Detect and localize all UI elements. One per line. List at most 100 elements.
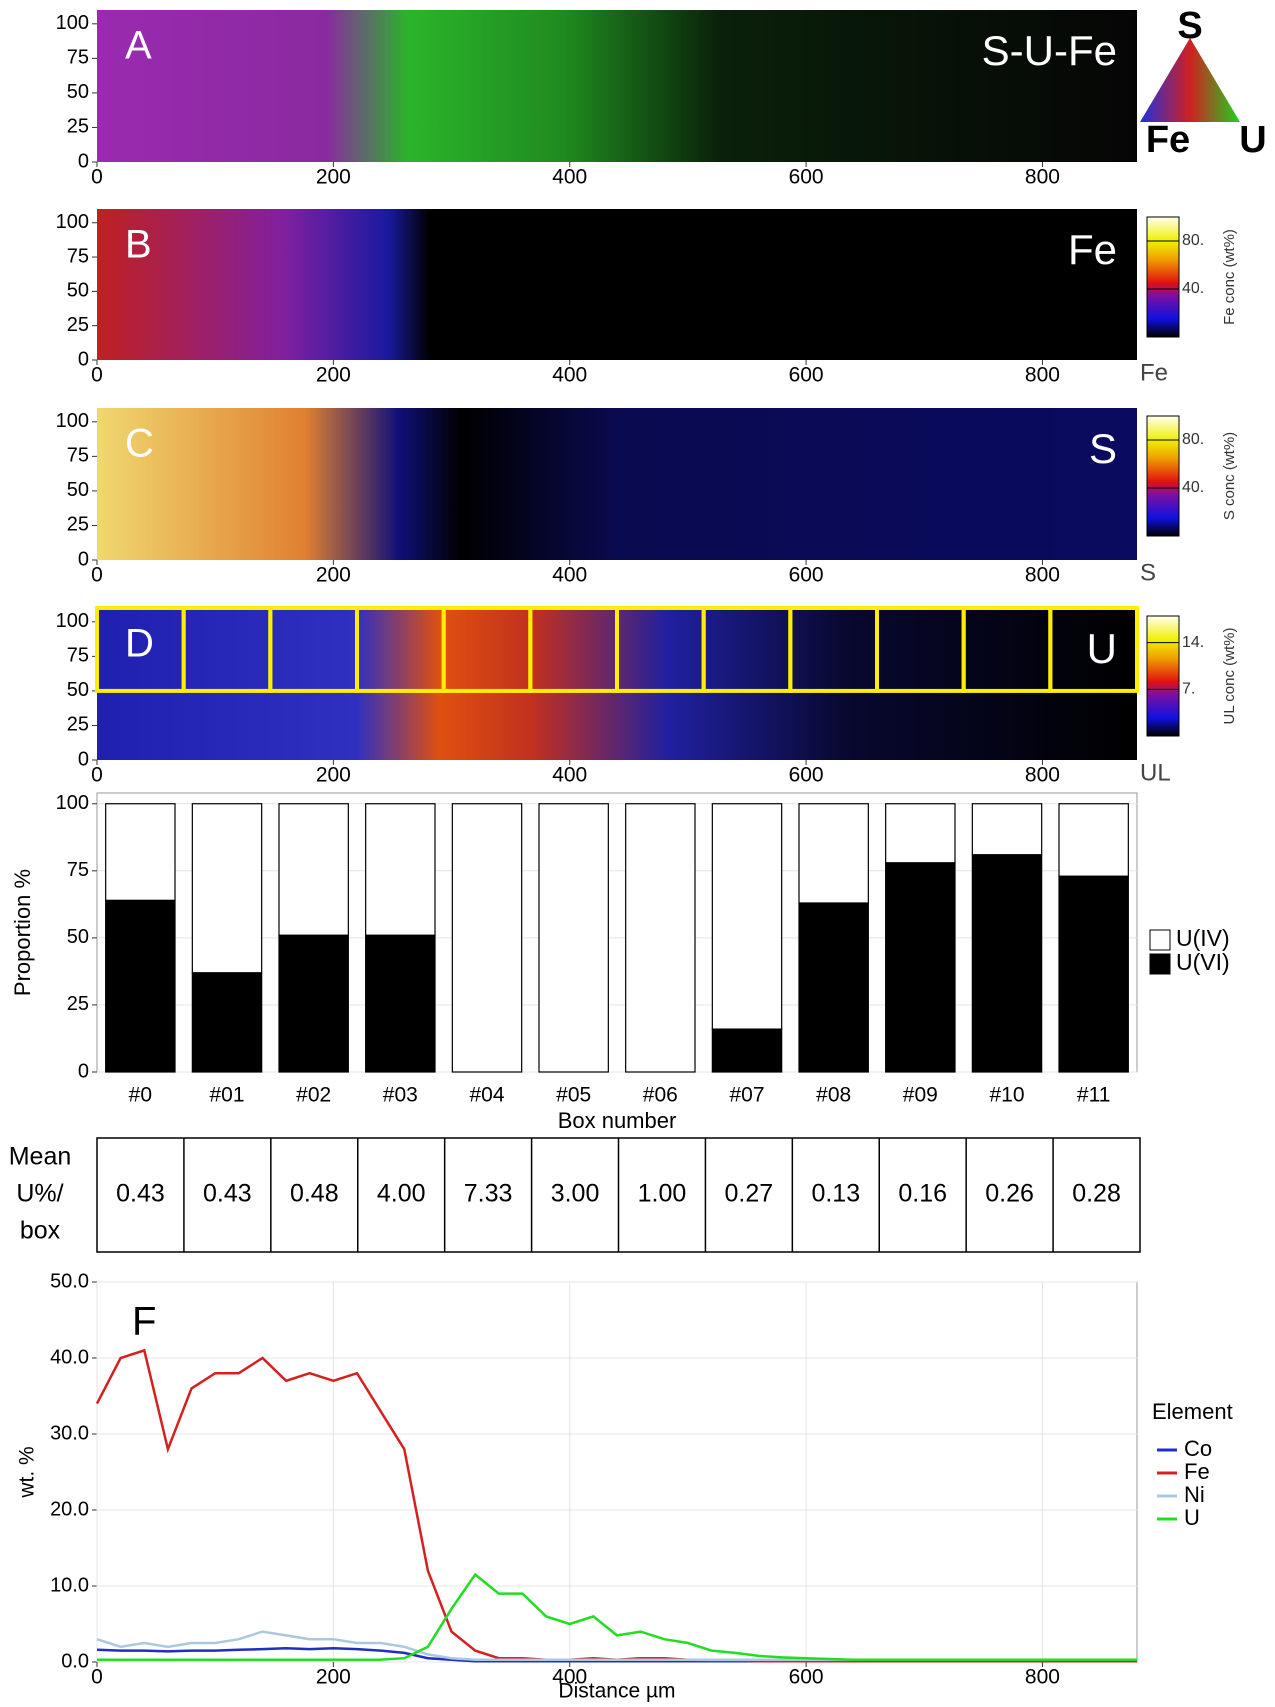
- y-tick-label: 50: [67, 479, 89, 501]
- x-tick-label: 0: [91, 166, 103, 189]
- y-tick-label: 100: [56, 12, 89, 34]
- x-tick-label: 400: [552, 364, 587, 387]
- y-tick-label: 75: [67, 645, 89, 667]
- x-tick-label: #0: [129, 1084, 152, 1107]
- panel-letter: F: [132, 1300, 156, 1344]
- y-tick-label: 0: [78, 748, 89, 770]
- y-tick-label: 50.0: [50, 1270, 89, 1292]
- y-tick-label: 0: [78, 348, 89, 370]
- bar-segment: [885, 803, 956, 864]
- y-tick-label: 75: [67, 47, 89, 69]
- x-tick-label: 600: [789, 166, 824, 189]
- colorbar-tick-label: 14.: [1182, 634, 1204, 651]
- colorbar-title: Fe conc (wt%): [1221, 229, 1238, 325]
- x-tick-label: 200: [316, 364, 351, 387]
- x-tick-label: 200: [316, 764, 351, 787]
- x-tick-label: 800: [1025, 764, 1060, 787]
- x-tick-label: #08: [816, 1084, 851, 1107]
- line-series: [97, 1572, 1137, 1661]
- y-tick-label: 20.0: [50, 1498, 89, 1520]
- y-tick-label: 0: [78, 1060, 89, 1082]
- y-tick-label: 25: [67, 514, 89, 536]
- bar-segment: [1058, 875, 1129, 1073]
- legend-label: U(IV): [1176, 925, 1230, 951]
- table-cell: 0.28: [1072, 1180, 1121, 1208]
- map-label: Fe: [1068, 226, 1117, 273]
- y-tick-label: 25: [67, 116, 89, 138]
- y-tick-label: 25: [67, 714, 89, 736]
- colorbar-tick-label: 7.: [1182, 681, 1195, 698]
- bar-segment: [278, 803, 349, 936]
- x-tick-label: 400: [552, 1666, 587, 1689]
- y-tick-label: 100: [56, 211, 89, 233]
- bar-segment: [365, 934, 436, 1073]
- table-header: Mean: [9, 1143, 72, 1171]
- x-tick-label: #01: [209, 1084, 244, 1107]
- bar-segment: [798, 803, 869, 904]
- x-tick-label: #03: [383, 1084, 418, 1107]
- plot-frame: [96, 1281, 1138, 1663]
- bar-segment: [538, 803, 609, 1073]
- bar-segment: [451, 803, 523, 1073]
- x-tick-label: #07: [729, 1084, 764, 1107]
- colorbar-caption: S: [1140, 559, 1156, 586]
- table-cell: 0.16: [898, 1180, 947, 1208]
- table-cell: 0.48: [290, 1180, 339, 1208]
- y-axis-label: wt. %: [16, 1446, 39, 1498]
- y-tick-label: 0: [78, 150, 89, 172]
- x-tick-label: 800: [1025, 166, 1060, 189]
- legend-label: Fe: [1184, 1459, 1210, 1484]
- table-cell: 0.26: [985, 1180, 1034, 1208]
- bar-segment: [365, 803, 436, 936]
- table-cell: 4.00: [377, 1180, 426, 1208]
- x-tick-label: 600: [789, 364, 824, 387]
- y-tick-label: 75: [67, 245, 89, 267]
- y-tick-label: 100: [56, 610, 89, 632]
- table-cell: 0.27: [725, 1180, 774, 1208]
- legend-label: U(VI): [1176, 949, 1230, 975]
- analysis-box: [1048, 606, 1140, 693]
- ternary-left: Fe: [1146, 119, 1190, 161]
- bar-segment: [1058, 803, 1129, 877]
- y-tick-label: 100: [56, 410, 89, 432]
- y-tick-label: 100: [56, 792, 89, 814]
- y-tick-label: 0: [78, 548, 89, 570]
- legend-label: U: [1184, 1505, 1200, 1530]
- legend-swatch: [1149, 953, 1171, 975]
- x-axis-label: Box number: [558, 1108, 677, 1133]
- colorbar-tick-label: 80.: [1182, 232, 1204, 249]
- bar-segment: [711, 1028, 783, 1073]
- x-tick-label: #04: [469, 1084, 504, 1107]
- colorbar-title: UL conc (wt%): [1221, 628, 1238, 725]
- y-tick-label: 75: [67, 859, 89, 881]
- x-tick-label: 600: [789, 564, 824, 587]
- bar-segment: [625, 803, 696, 1073]
- x-tick-label: 800: [1025, 564, 1060, 587]
- ternary-right: U: [1239, 119, 1266, 161]
- y-tick-label: 30.0: [50, 1422, 89, 1444]
- x-tick-label: 600: [789, 1666, 824, 1689]
- y-tick-label: 50: [67, 926, 89, 948]
- x-tick-label: 400: [552, 764, 587, 787]
- x-tick-label: 600: [789, 764, 824, 787]
- bar-segment: [278, 934, 349, 1073]
- x-tick-label: 800: [1025, 364, 1060, 387]
- bar-segment: [191, 972, 263, 1073]
- y-tick-label: 50: [67, 280, 89, 302]
- panel-letter: A: [125, 24, 152, 68]
- colorbar: [1146, 216, 1180, 338]
- x-tick-label: 0: [91, 764, 103, 787]
- legend-label: Co: [1184, 1436, 1212, 1461]
- x-axis-label: Distance µm: [558, 1680, 675, 1702]
- ternary-triangle: [1140, 38, 1240, 122]
- y-tick-label: 75: [67, 445, 89, 467]
- map-label: S-U-Fe: [982, 27, 1117, 74]
- table-header: box: [20, 1217, 61, 1245]
- legend-title: Element: [1152, 1399, 1233, 1424]
- x-tick-label: 400: [552, 166, 587, 189]
- colorbar-caption: Fe: [1140, 359, 1168, 386]
- map-image: [97, 209, 1137, 360]
- x-tick-label: 0: [91, 564, 103, 587]
- x-tick-label: #05: [556, 1084, 591, 1107]
